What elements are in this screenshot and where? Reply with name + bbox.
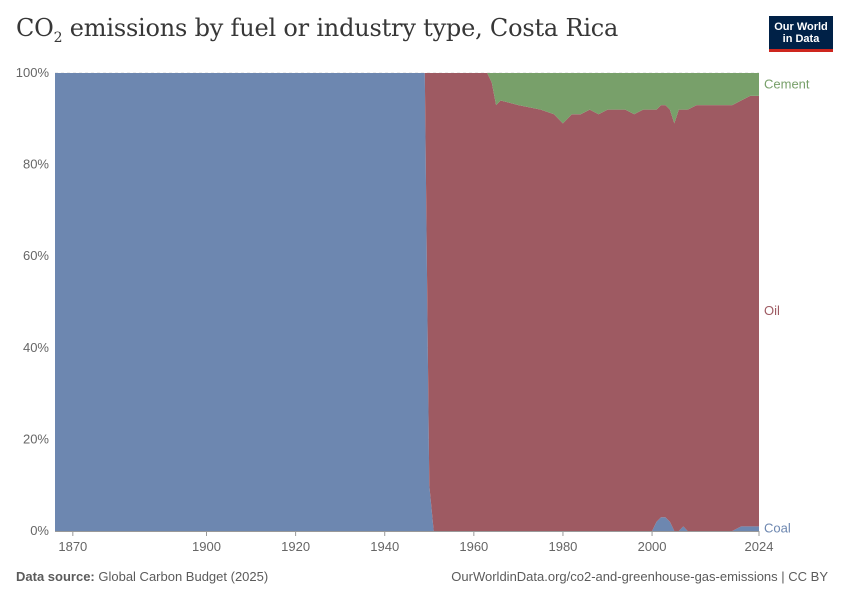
page-title: CO2 emissions by fuel or industry type, … <box>16 14 618 46</box>
x-tick-label-2024: 2024 <box>745 539 774 554</box>
data-source: Data source: Global Carbon Budget (2025) <box>16 569 268 584</box>
title-rest: emissions by fuel or industry type, Cost… <box>62 14 619 42</box>
logo-line-1: Our World <box>774 21 828 33</box>
legend-label-coal: Coal <box>764 521 791 536</box>
y-tick-label-40: 40% <box>23 340 49 355</box>
title-main: CO <box>16 14 54 42</box>
area-coal <box>55 73 759 531</box>
logo-line-2: in Data <box>782 33 820 45</box>
data-source-text[interactable]: Global Carbon Budget (2025) <box>94 569 269 584</box>
credit-link[interactable]: OurWorldinData.org/co2-and-greenhouse-ga… <box>451 569 828 584</box>
x-tick-label-2000: 2000 <box>638 539 667 554</box>
area-cement <box>55 73 759 124</box>
x-tick-label-1960: 1960 <box>459 539 488 554</box>
x-tick-label-1870: 1870 <box>58 539 87 554</box>
x-tick-label-1900: 1900 <box>192 539 221 554</box>
y-tick-label-100: 100% <box>16 65 50 80</box>
y-tick-label-20: 20% <box>23 431 49 446</box>
x-tick-label-1980: 1980 <box>548 539 577 554</box>
legend-label-cement: Cement <box>764 76 810 91</box>
legend-label-oil: Oil <box>764 303 780 318</box>
x-tick-label-1920: 1920 <box>281 539 310 554</box>
y-tick-label-0: 0% <box>30 523 49 538</box>
y-tick-label-80: 80% <box>23 157 49 172</box>
data-source-label: Data source: <box>16 569 95 584</box>
area-oil <box>55 73 759 531</box>
owid-logo[interactable]: Our World in Data <box>769 16 833 52</box>
x-tick-label-1940: 1940 <box>370 539 399 554</box>
y-tick-label-60: 60% <box>23 248 49 263</box>
title-subscript: 2 <box>53 29 63 46</box>
